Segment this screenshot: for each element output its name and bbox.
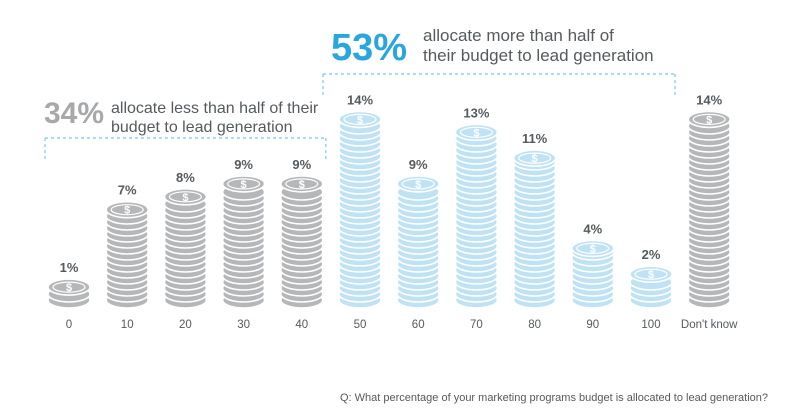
bracket-53: [322, 73, 676, 96]
callout-53-line1: allocate more than half of: [423, 26, 614, 45]
dollar-icon: $: [590, 243, 596, 255]
coin-stack-0: $: [47, 278, 91, 309]
dollar-icon: $: [648, 269, 654, 281]
dollar-icon: $: [66, 282, 72, 294]
category-label: 80: [528, 319, 541, 331]
category-label: 40: [295, 319, 308, 331]
dollar-icon: $: [706, 114, 712, 126]
category-label: 30: [237, 319, 250, 331]
value-label: 14%: [696, 92, 722, 107]
value-label: 4%: [583, 221, 602, 236]
value-label: 11%: [522, 131, 548, 146]
dollar-icon: $: [299, 179, 305, 191]
dollar-icon: $: [182, 192, 188, 204]
bracket-34: [44, 137, 327, 160]
value-label: 8%: [176, 170, 195, 185]
category-label: 20: [179, 319, 192, 331]
dollar-icon: $: [124, 205, 130, 217]
coin-stack-40: $: [279, 175, 324, 309]
coin-stack-20: $: [163, 188, 208, 309]
callout-34-line2: budget to lead generation: [111, 119, 293, 136]
category-label: 100: [641, 319, 660, 331]
coin-stack-30: $: [221, 175, 266, 309]
coin-stack-50: $: [338, 110, 382, 309]
value-label: 9%: [292, 157, 311, 172]
coin-stack-70: $: [454, 123, 499, 309]
category-label: 50: [354, 319, 367, 331]
value-label: 14%: [347, 92, 373, 107]
coin-stack-Don't know: $: [687, 110, 732, 309]
coin-stack-100: $: [629, 265, 673, 309]
category-label: 0: [66, 319, 72, 331]
callout-53-stat: 53%: [331, 27, 408, 69]
coin-stack-10: $: [105, 200, 149, 309]
value-label: 7%: [118, 183, 137, 198]
callout-34-text: allocate less than half of their budget …: [111, 99, 318, 137]
category-label: 60: [412, 319, 425, 331]
category-label: 10: [121, 319, 134, 331]
survey-question: Q: What percentage of your marketing pro…: [339, 392, 768, 404]
dollar-icon: $: [473, 127, 479, 139]
category-label: 70: [470, 319, 483, 331]
dollar-icon: $: [357, 114, 363, 126]
callout-53-line2: their budget to lead generation: [423, 46, 654, 65]
coin-stack-90: $: [570, 239, 615, 309]
value-label: 2%: [642, 247, 661, 262]
value-label: 9%: [409, 157, 428, 172]
dollar-icon: $: [415, 179, 421, 191]
coin-stack-80: $: [512, 149, 557, 309]
coin-stack-60: $: [396, 175, 441, 309]
callout-34-line1: allocate less than half of their: [111, 100, 319, 117]
value-label: 13%: [463, 105, 489, 120]
callout-34-stat: 34%: [44, 97, 105, 130]
dollar-icon: $: [241, 179, 247, 191]
value-label: 9%: [234, 157, 253, 172]
category-label: Don't know: [681, 319, 738, 331]
value-label: 1%: [60, 260, 79, 275]
callout-53-text: allocate more than half of their budget …: [423, 26, 654, 66]
dollar-icon: $: [532, 153, 538, 165]
category-label: 90: [586, 319, 599, 331]
